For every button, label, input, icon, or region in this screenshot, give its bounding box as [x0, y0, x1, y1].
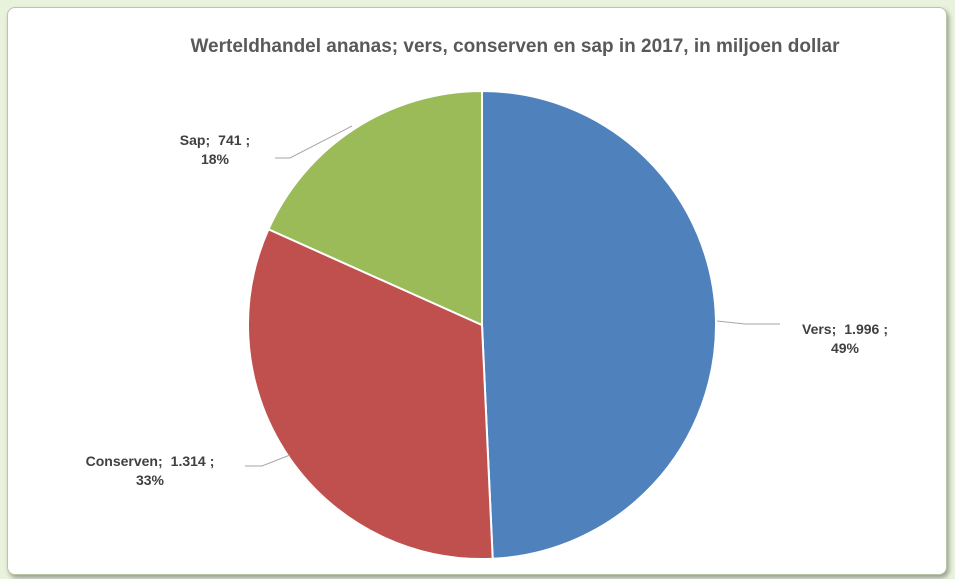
label-category: Vers: [802, 321, 832, 337]
data-label: Sap; 741; 18%: [180, 132, 250, 167]
pie: [247, 89, 717, 560]
label-category: Conserven: [86, 453, 158, 469]
label-separator: ;: [158, 453, 163, 469]
pie-slice: [247, 227, 494, 560]
leader-lines: [245, 125, 780, 467]
pie-slice: [267, 89, 483, 327]
label-category: Sap: [180, 132, 206, 148]
leader-line: [716, 320, 780, 325]
label-value: 1.996: [844, 321, 879, 337]
pie-slice: [481, 89, 717, 560]
label-separator: ;: [210, 453, 215, 469]
data-label: Conserven; 1.314; 33%: [86, 453, 215, 488]
label-separator: ;: [832, 321, 837, 337]
label-percent: 49%: [831, 340, 860, 356]
label-separator: ;: [205, 132, 210, 148]
chart-title: Werteldhandel ananas; vers, conserven en…: [190, 36, 840, 57]
leader-line: [275, 125, 353, 159]
title-line: Werteldhandel ananas; vers, conserven en…: [190, 36, 840, 57]
label-percent: 18%: [201, 151, 230, 167]
label-value: 741: [218, 132, 242, 148]
label-percent: 33%: [136, 472, 165, 488]
leader-line: [245, 454, 291, 467]
data-label: Vers; 1.996; 49%: [802, 321, 888, 356]
label-value: 1.314: [171, 453, 206, 469]
label-separator: ;: [883, 321, 888, 337]
label-separator: ;: [246, 132, 251, 148]
